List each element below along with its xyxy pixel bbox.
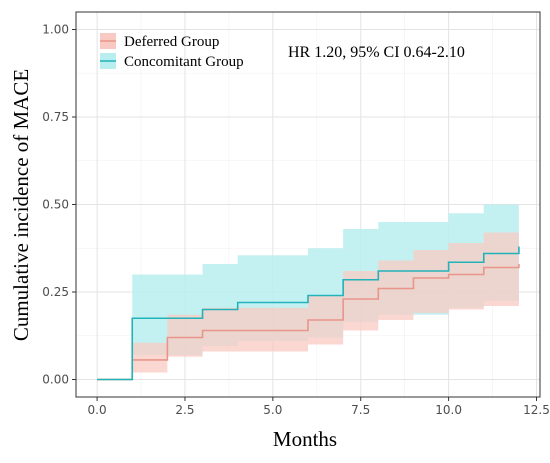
y-tick-label: 0.00 — [42, 373, 69, 387]
x-tick-label: 7.5 — [351, 403, 370, 417]
y-axis: 0.00 0.25 0.50 0.75 1.00 — [42, 23, 76, 387]
x-tick-label: 2.5 — [175, 403, 194, 417]
step-line-concomitant-group — [97, 246, 520, 381]
x-axis: 0.0 2.5 5.0 7.5 10.0 12.5 — [88, 397, 550, 417]
y-tick-label: 0.25 — [42, 285, 69, 299]
y-axis-title: Cumulative incidence of MACE — [9, 69, 33, 341]
x-tick-label: 5.0 — [263, 403, 282, 417]
y-tick-label: 0.75 — [42, 110, 69, 124]
legend-label-concomitant-group: Concomitant Group — [124, 54, 244, 70]
hazard-ratio-annotation: HR 1.20, 95% CI 0.64-2.10 — [288, 44, 465, 61]
step-line-deferred-group — [97, 264, 520, 381]
y-tick-label: 1.00 — [42, 23, 69, 37]
series-lines — [97, 246, 520, 381]
legend: Deferred Group Concomitant Group — [100, 33, 244, 70]
x-axis-title: Months — [273, 427, 337, 451]
y-tick-label: 0.50 — [42, 198, 69, 212]
x-tick-label: 0.0 — [88, 403, 107, 417]
x-tick-label: 12.5 — [523, 403, 550, 417]
ci-band-deferred-group — [97, 229, 519, 380]
legend-label-deferred-group: Deferred Group — [124, 34, 219, 50]
x-tick-label: 10.0 — [435, 403, 462, 417]
